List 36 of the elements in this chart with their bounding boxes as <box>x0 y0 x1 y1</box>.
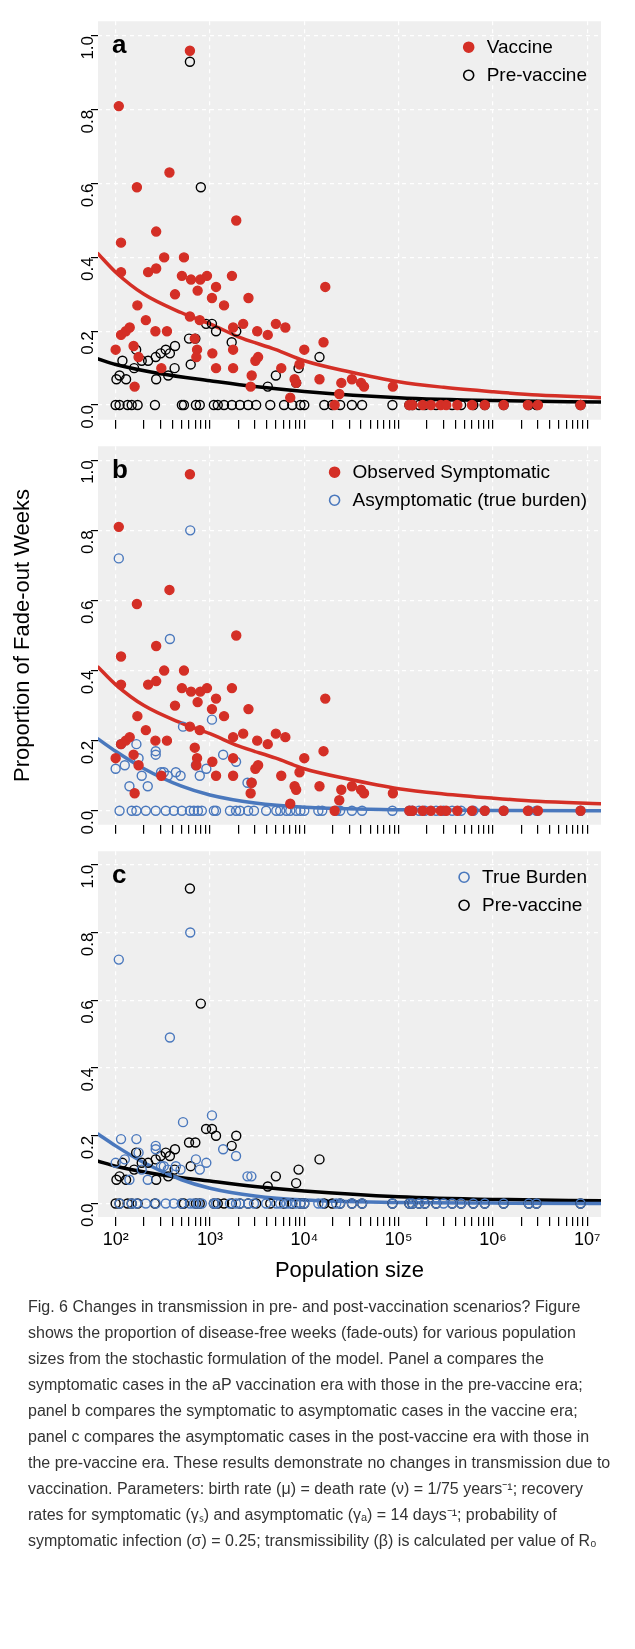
y-tick-label: 0.4 <box>77 670 97 695</box>
y-tick-label: 1.0 <box>77 864 97 889</box>
y-tick-label: 0.2 <box>77 331 97 355</box>
legend-label: Observed Symptomatic <box>352 461 551 483</box>
y-tick-label: 0.2 <box>77 740 97 765</box>
y-tick-label: 0.0 <box>77 810 97 835</box>
x-tick-label: 10² <box>102 1228 129 1249</box>
legend-label: Asymptomatic (true burden) <box>352 489 587 511</box>
annotation: c <box>112 859 127 890</box>
x-tick-label: 10³ <box>196 1228 223 1249</box>
y-tick-label: 0.6 <box>77 600 97 625</box>
x-tick-label: 10⁷ <box>573 1228 601 1249</box>
x-tick-label: 10⁶ <box>479 1228 507 1249</box>
y-tick-label: 0.4 <box>77 1067 97 1092</box>
y-tick-label: 0.6 <box>77 183 97 208</box>
x-tick-label: 10⁵ <box>384 1228 413 1249</box>
x-axis-title: Population size <box>274 1256 425 1282</box>
annotation: b <box>112 454 128 485</box>
y-tick-label: 0.0 <box>77 1203 97 1228</box>
y-tick-label: 1.0 <box>77 460 97 484</box>
y-tick-label: 0.6 <box>77 1000 97 1024</box>
y-tick-label: 0.4 <box>77 257 97 282</box>
legend-label: Pre-vaccine <box>482 894 583 916</box>
y-axis-title: Proportion of Fade-out Weeks <box>9 488 35 783</box>
legend-label: True Burden <box>482 866 588 888</box>
y-tick-label: 0.2 <box>77 1135 97 1160</box>
y-tick-label: 0.0 <box>77 405 97 429</box>
y-tick-label: 0.8 <box>77 109 97 134</box>
y-tick-label: 0.8 <box>77 932 97 957</box>
annotation: a <box>112 29 127 60</box>
legend-label: Pre-vaccine <box>486 64 588 86</box>
legend-label: Vaccine <box>486 36 553 58</box>
text: Fig. 6 Changes in transmission in pre- and post-vaccination scenarios? Figure shows the proportion of disease-free weeks (fade-outs) for various population sizes from the stochastic formulation of the model. Panel a compares the symptomatic cases in the aP vaccination era with those in the pre-vaccine era; panel b compares the symptomatic to asymptomatic cases in the vaccine era; panel c compares the asymptomatic cases in the post-vaccine era with those in the pre-vaccine era. These results demonstrate no changes in transmission due to vaccination. Parameters: birth rate (μ) = death rate (ν) = 1/75 years⁻¹; recovery rates for symptomatic (γₛ) and asymptomatic (γₐ) = 14 days⁻¹; probability of symptomatic infection (σ) = 0.25; transmissibility (β) is calculated per value of R₀ <box>28 1298 611 1549</box>
y-tick-label: 1.0 <box>77 35 97 60</box>
y-tick-label: 0.8 <box>77 530 97 554</box>
x-tick-label: 10⁴ <box>290 1228 319 1249</box>
